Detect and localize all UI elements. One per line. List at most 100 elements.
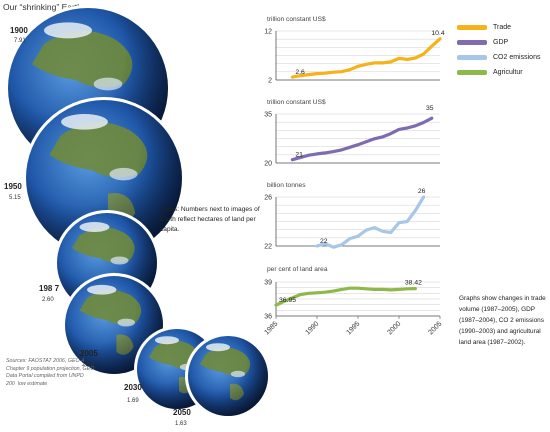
data-point — [316, 245, 318, 247]
data-point — [349, 238, 351, 240]
data-point — [431, 117, 433, 119]
data-point — [341, 149, 343, 151]
globe-year-1987: 198 7 — [39, 284, 60, 293]
data-label: 2.6 — [295, 69, 305, 76]
data-label: 35 — [426, 105, 434, 112]
data-point — [373, 288, 375, 290]
data-point — [308, 74, 310, 76]
legend-label-agriculture: Agricultur — [493, 69, 523, 76]
data-point — [357, 287, 359, 289]
data-point — [390, 289, 392, 291]
legend-item-co2: CO2 emissions — [457, 50, 540, 65]
data-point — [308, 292, 310, 294]
data-label: 21 — [295, 152, 303, 159]
data-point — [423, 53, 425, 55]
x-tick-label: 1995 — [345, 320, 361, 336]
legend-swatch-co2 — [457, 55, 487, 60]
globe-hectares-2030: 1.69 — [127, 398, 139, 404]
data-point — [332, 150, 334, 153]
x-tick-label: 2000 — [386, 320, 402, 336]
globe-1950 — [23, 97, 185, 259]
data-label: 22 — [320, 238, 328, 245]
series-line-agriculture — [274, 286, 417, 307]
data-point — [349, 146, 351, 148]
legend-label-trade: Trade — [493, 24, 512, 31]
gdp-panel-ylabel: trillion constant US$ — [267, 99, 326, 106]
data-point — [373, 138, 375, 140]
data-point — [382, 230, 384, 232]
legend: Trade GDP CO2 emissions Agricultur — [457, 20, 540, 80]
globe-hectares-1950: 5.15 — [9, 195, 21, 201]
globe-hectares-2050: 1.63 — [175, 421, 187, 427]
data-point — [316, 292, 318, 294]
x-tick-label: 1985 — [263, 320, 279, 336]
series-line-trade — [290, 37, 442, 79]
data-point — [406, 58, 408, 61]
chart-panel-gdp: 20 35 21 35 — [264, 105, 440, 168]
data-point — [275, 304, 277, 306]
data-label: 36.95 — [279, 297, 296, 304]
data-point — [414, 287, 416, 290]
data-point — [324, 291, 326, 293]
y-tick-label: 2 — [268, 78, 272, 85]
data-label: 10.4 — [431, 30, 444, 37]
data-point — [332, 246, 334, 248]
y-tick-label: 20 — [264, 161, 272, 168]
data-point — [341, 244, 343, 246]
data-point — [332, 71, 334, 73]
legend-swatch-agriculture — [457, 70, 487, 75]
data-point — [373, 227, 375, 229]
notes-text: Notes: Numbers next to images of Earth r… — [160, 206, 260, 233]
globe-hectares-1987: 2.60 — [42, 297, 54, 303]
data-point — [406, 220, 408, 223]
data-point — [406, 288, 408, 290]
data-point — [382, 136, 384, 138]
data-point — [300, 156, 302, 159]
legend-item-trade: Trade — [457, 20, 540, 35]
data-point — [398, 222, 400, 224]
legend-item-agriculture: Agricultur — [457, 65, 540, 80]
data-point — [357, 235, 359, 237]
legend-label-gdp: GDP — [493, 39, 509, 46]
data-point — [423, 121, 425, 124]
chart-panel-co2: 22 26 22 26 — [264, 188, 440, 251]
data-point — [382, 288, 384, 290]
data-point — [341, 71, 343, 73]
legend-label-co2: CO2 emissions — [493, 54, 541, 61]
data-point — [300, 293, 302, 296]
data-point — [414, 57, 416, 59]
data-point — [365, 141, 367, 143]
y-tick-label: 12 — [264, 29, 272, 36]
data-point — [390, 133, 392, 135]
series-line-gdp — [290, 116, 434, 162]
data-point — [406, 127, 408, 129]
x-tick-label: 1990 — [304, 320, 320, 336]
data-point — [316, 153, 318, 155]
data-point — [291, 297, 293, 299]
data-point — [291, 76, 293, 78]
data-point — [291, 159, 293, 161]
legend-item-gdp: GDP — [457, 35, 540, 50]
y-tick-label: 35 — [264, 112, 272, 119]
x-tick-label: 2005 — [427, 320, 443, 336]
data-point — [365, 63, 367, 65]
data-point — [365, 229, 367, 231]
data-point — [373, 62, 375, 64]
globe-2050 — [185, 333, 271, 419]
globes-illustration — [8, 8, 271, 419]
globe-year-2050: 2050 — [173, 408, 191, 417]
y-tick-label: 26 — [264, 195, 272, 202]
data-point — [324, 152, 326, 154]
data-point — [431, 45, 433, 47]
data-point — [390, 231, 392, 234]
data-point — [332, 290, 334, 292]
y-tick-label: 36 — [264, 314, 272, 321]
chart-panel-trade: 2 12 2.6 10.4 — [264, 29, 445, 85]
globe-year-1900: 1900 — [10, 26, 28, 35]
data-point — [414, 125, 416, 127]
sources-text: Sources: FAOSTAT 2006, GEO-4 Chapter 9 p… — [6, 358, 95, 387]
data-point — [283, 300, 285, 302]
data-point — [357, 65, 359, 67]
globe-year-2005: 2005 — [80, 349, 98, 358]
